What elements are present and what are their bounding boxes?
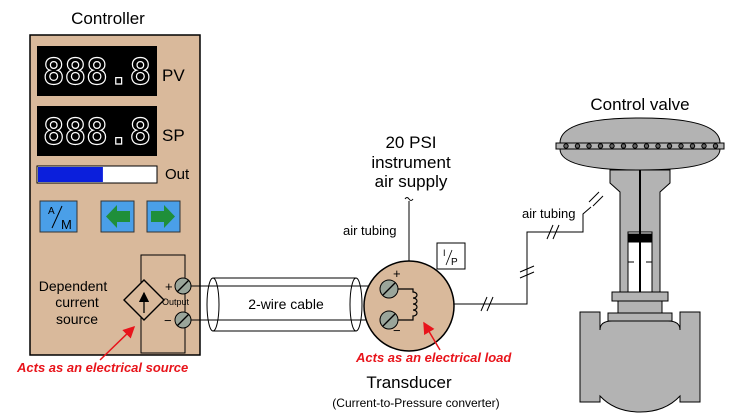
increase-button[interactable] — [146, 200, 181, 233]
transducer-plus-terminal[interactable] — [379, 279, 399, 299]
diaphragm-bolt — [678, 143, 684, 149]
auto-manual-icon: A M — [48, 205, 72, 232]
controller-minus-terminal[interactable] — [174, 311, 192, 329]
diaphragm-bolt — [655, 143, 661, 149]
controller-minus: − — [164, 313, 172, 328]
source-label-1: Dependent — [39, 278, 108, 294]
pv-display — [37, 46, 157, 96]
diaphragm-bolt — [563, 143, 569, 149]
diaphragm-bolt — [666, 143, 673, 149]
supply-tubing — [404, 197, 414, 265]
ip-tag-slash — [445, 249, 453, 266]
air-supply-line-1: 20 PSI — [385, 133, 436, 152]
pv-display-value: 888.8 — [43, 52, 151, 93]
source-label-3: source — [56, 311, 98, 327]
output-label: Output — [162, 297, 190, 307]
svg-text:A: A — [48, 206, 55, 217]
cable-label: 2-wire cable — [248, 296, 324, 312]
diaphragm-bolt — [689, 143, 696, 149]
valve-title: Control valve — [590, 95, 689, 114]
diaphragm-bolt — [643, 143, 650, 149]
valve-tubing — [454, 206, 592, 305]
pv-label: PV — [162, 66, 185, 85]
controller-title: Controller — [71, 9, 145, 28]
auto-manual-button[interactable]: A M — [39, 200, 78, 233]
ip-tag-bottom: P — [451, 257, 458, 268]
diaphragm-bolt — [632, 143, 638, 149]
two-wire-cable — [191, 277, 398, 332]
controller-plus-terminal[interactable] — [174, 277, 192, 295]
diaphragm-bolt — [586, 143, 592, 149]
supply-tubing-label: air tubing — [343, 223, 396, 238]
svg-text:M: M — [61, 217, 72, 232]
source-label-2: current — [55, 294, 99, 310]
sp-label: SP — [162, 126, 185, 145]
transducer-minus: − — [393, 323, 401, 338]
diaphragm-bolt — [574, 143, 581, 149]
transducer-subtitle: (Current-to-Pressure converter) — [332, 396, 499, 410]
diaphragm-bolt — [597, 143, 604, 149]
arrow-right-icon — [151, 205, 175, 228]
air-supply-line-3: air supply — [375, 172, 448, 191]
source-note-arrow — [99, 325, 136, 361]
load-note-arrow — [423, 321, 441, 351]
transducer-title: Transducer — [366, 373, 452, 392]
controller-plus: + — [165, 279, 173, 294]
tubing-break-marks — [480, 191, 604, 312]
air-supply-line-2: instrument — [371, 153, 451, 172]
diaphragm-bolt — [609, 143, 615, 149]
control-valve — [555, 117, 725, 413]
sp-display-value: 888.8 — [43, 112, 151, 153]
diaphragm-bolt — [701, 143, 707, 149]
ip-tag-box — [436, 242, 466, 270]
out-label: Out — [165, 166, 190, 183]
output-bar-fill — [38, 167, 103, 182]
source-note: Acts as an electrical source — [16, 360, 188, 375]
diaphragm-bolt — [712, 143, 719, 149]
transducer-minus-terminal[interactable] — [379, 310, 399, 330]
sp-display — [37, 106, 157, 156]
transducer-body — [363, 260, 455, 352]
transducer-coil — [398, 288, 418, 321]
valve-tubing-label: air tubing — [522, 206, 575, 221]
arrow-left-icon — [106, 205, 130, 228]
load-note: Acts as an electrical load — [355, 350, 512, 365]
decrease-button[interactable] — [100, 200, 135, 233]
transducer-plus: + — [393, 266, 401, 281]
ip-tag-top: I — [443, 248, 446, 258]
diaphragm-bolt — [620, 143, 627, 149]
